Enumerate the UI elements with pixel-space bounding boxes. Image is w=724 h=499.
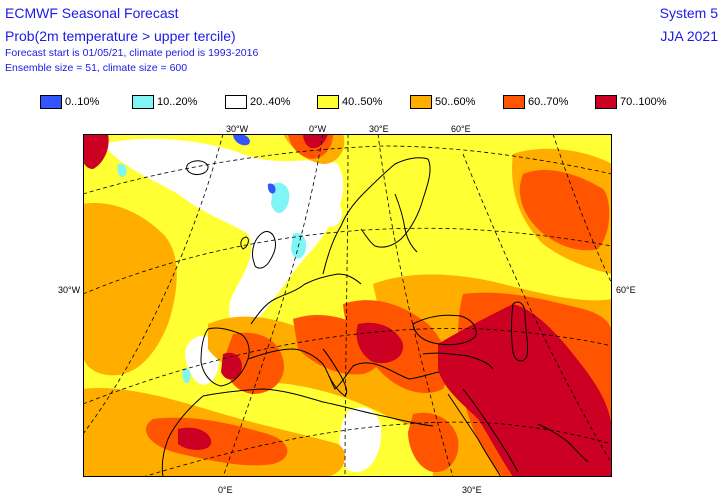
legend-label: 40..50% <box>342 96 383 108</box>
coast-italy <box>322 348 348 397</box>
lon-label-60e-right: 60°E <box>616 285 636 295</box>
redorange-region-ne <box>519 169 610 251</box>
coast-black-sea <box>412 314 477 346</box>
coast-africa-north <box>202 388 434 427</box>
white-region-sahara <box>339 407 382 473</box>
map-canvas <box>83 134 612 477</box>
meridian-line <box>83 134 224 435</box>
legend-swatch <box>225 95 247 109</box>
lon-label-0e-bottom: 0°E <box>218 485 233 495</box>
coast-uk <box>240 231 276 269</box>
darkred-region-northwest <box>83 134 109 169</box>
meridian-line <box>344 134 349 477</box>
season-label: JJA 2021 <box>660 28 718 44</box>
darkred-region-northafrica <box>178 427 212 450</box>
legend-label: 20..40% <box>250 96 291 108</box>
legend-label: 50..60% <box>435 96 476 108</box>
coast-mediterranean-north <box>247 348 440 390</box>
legend-swatch <box>317 95 339 109</box>
parallel-line <box>83 327 612 405</box>
coast-africa-west <box>161 395 204 477</box>
lon-label-60e-top: 60°E <box>451 124 471 134</box>
lon-label-0w-top: 0°W <box>309 124 327 134</box>
lon-label-30e-bottom: 30°E <box>462 485 482 495</box>
darkred-region-north <box>303 134 328 149</box>
legend-label: 10..20% <box>157 96 198 108</box>
map-title: ECMWF Seasonal Forecast <box>5 5 179 21</box>
legend-swatch <box>410 95 432 109</box>
lon-label-30w-left: 30°W <box>58 285 81 295</box>
coast-red-sea <box>447 388 519 477</box>
darkred-region-iberia <box>221 352 242 380</box>
legend-label: 70..100% <box>620 96 667 108</box>
coast-finland <box>394 193 418 253</box>
legend-label: 60..70% <box>528 96 569 108</box>
parallel-line <box>142 421 612 477</box>
legend-swatch <box>503 95 525 109</box>
meridian-line <box>462 153 612 465</box>
coast-persian-gulf <box>537 423 589 463</box>
lon-label-30w-top: 30°W <box>226 124 249 134</box>
redorange-region-iberia <box>224 332 284 394</box>
meridian-line <box>552 134 612 285</box>
darkred-region-middleeast <box>438 304 612 477</box>
forecast-info: Forecast start is 01/05/21, climate peri… <box>5 47 259 59</box>
coast-turkey <box>422 352 494 370</box>
white-region-scand <box>323 199 342 227</box>
coastlines <box>161 157 589 477</box>
coast-iberia <box>200 327 250 387</box>
map-frame <box>83 134 612 477</box>
meridian-line <box>222 134 324 477</box>
redorange-region-red-sea <box>408 412 459 473</box>
legend-label: 0..10% <box>65 96 100 108</box>
blue-region-north-atlantic <box>233 134 276 194</box>
coast-caspian <box>511 301 529 362</box>
coast-europe-west <box>250 273 362 325</box>
legend-swatch <box>40 95 62 109</box>
parallel-line <box>83 227 612 295</box>
graticule <box>83 134 612 477</box>
probability-map <box>83 134 612 477</box>
orange-region-west <box>83 203 177 376</box>
ensemble-info: Ensemble size = 51, climate size = 600 <box>5 62 188 74</box>
map-subtitle: Prob(2m temperature > upper tercile) <box>5 28 236 44</box>
legend-swatch <box>595 95 617 109</box>
meridian-line <box>377 134 454 477</box>
system-label: System 5 <box>659 5 718 21</box>
coast-scandinavia <box>322 157 431 275</box>
lon-label-30e-top: 30°E <box>369 124 389 134</box>
legend-swatch <box>132 95 154 109</box>
parallel-line <box>83 145 612 195</box>
coast-iceland <box>186 160 209 175</box>
